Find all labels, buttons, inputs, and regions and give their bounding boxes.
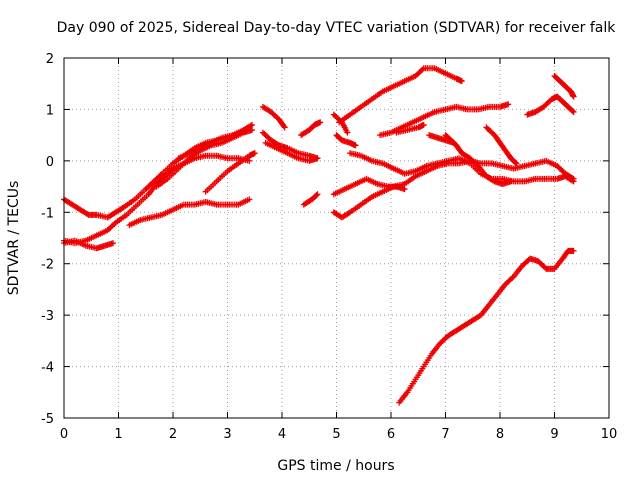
data-point <box>569 108 576 115</box>
x-tick-label: 2 <box>169 427 177 442</box>
y-tick-label: -2 <box>41 258 54 273</box>
x-tick-label: 6 <box>387 427 395 442</box>
data-point <box>401 186 408 193</box>
y-tick-label: -5 <box>41 412 54 427</box>
x-tick-label: 1 <box>114 427 122 442</box>
y-tick-label: -3 <box>41 309 54 324</box>
y-tick-label: 2 <box>46 52 54 67</box>
data-point <box>281 124 288 131</box>
data-point <box>570 109 577 115</box>
x-tick-label: 10 <box>601 427 618 442</box>
data-point <box>246 157 253 164</box>
data-point <box>314 155 321 162</box>
data-series <box>126 196 253 229</box>
data-series <box>393 121 427 136</box>
data-series <box>262 139 321 164</box>
data-point <box>509 274 516 281</box>
x-tick-label: 0 <box>60 427 68 442</box>
data-point <box>570 178 577 185</box>
data-point <box>507 178 514 185</box>
data-point <box>247 122 254 129</box>
data-series <box>330 175 408 198</box>
data-point <box>505 101 512 108</box>
data-point <box>313 192 320 199</box>
data-point <box>249 127 255 133</box>
data-series <box>396 247 577 406</box>
data-series <box>333 132 359 149</box>
x-axis-label: GPS time / hours <box>277 458 394 474</box>
y-tick-label: 0 <box>46 155 54 170</box>
data-point <box>570 247 577 254</box>
data-point <box>352 142 359 149</box>
data-series <box>330 157 577 221</box>
data-point <box>251 150 258 157</box>
data-point <box>110 240 116 247</box>
data-point <box>317 119 324 126</box>
data-point <box>280 123 287 130</box>
data-series <box>551 73 577 100</box>
y-tick-label: 1 <box>46 103 54 118</box>
data-point <box>344 129 351 136</box>
data-point <box>249 121 255 128</box>
data-point <box>345 210 352 217</box>
data-series <box>175 121 255 162</box>
x-tick-label: 5 <box>332 427 340 442</box>
data-points <box>61 65 577 406</box>
data-series <box>202 150 258 195</box>
x-tick-label: 4 <box>278 427 286 442</box>
data-series <box>524 93 577 118</box>
y-axis-label: SDTVAR / TECUs <box>6 181 22 296</box>
x-tick-label: 7 <box>441 427 449 442</box>
data-point <box>542 264 548 271</box>
data-series <box>259 103 288 131</box>
y-tick-label: -1 <box>41 206 54 221</box>
data-point <box>314 191 321 198</box>
data-point <box>570 93 577 100</box>
y-tick-label: -4 <box>41 361 54 376</box>
data-series <box>298 119 324 139</box>
axis-ticks: 0 1 2 3 4 5 6 7 8 9 10 -5 -4 -3 -2 -1 0 1 2 <box>41 52 617 442</box>
data-point <box>512 159 519 166</box>
data-series <box>300 191 321 208</box>
x-tick-label: 3 <box>223 427 231 442</box>
data-series <box>442 132 514 187</box>
data-point <box>84 211 91 217</box>
chart-title: Day 090 of 2025, Sidereal Day-to-day VTE… <box>57 20 617 36</box>
data-series <box>61 152 253 247</box>
data-point <box>246 196 253 203</box>
x-tick-label: 8 <box>496 427 504 442</box>
data-series <box>347 150 577 185</box>
data-point <box>420 121 427 128</box>
data-point <box>458 78 465 85</box>
data-series <box>336 65 465 126</box>
data-point <box>513 160 520 167</box>
data-series <box>377 101 512 139</box>
data-series <box>483 124 520 167</box>
x-tick-label: 9 <box>550 427 558 442</box>
